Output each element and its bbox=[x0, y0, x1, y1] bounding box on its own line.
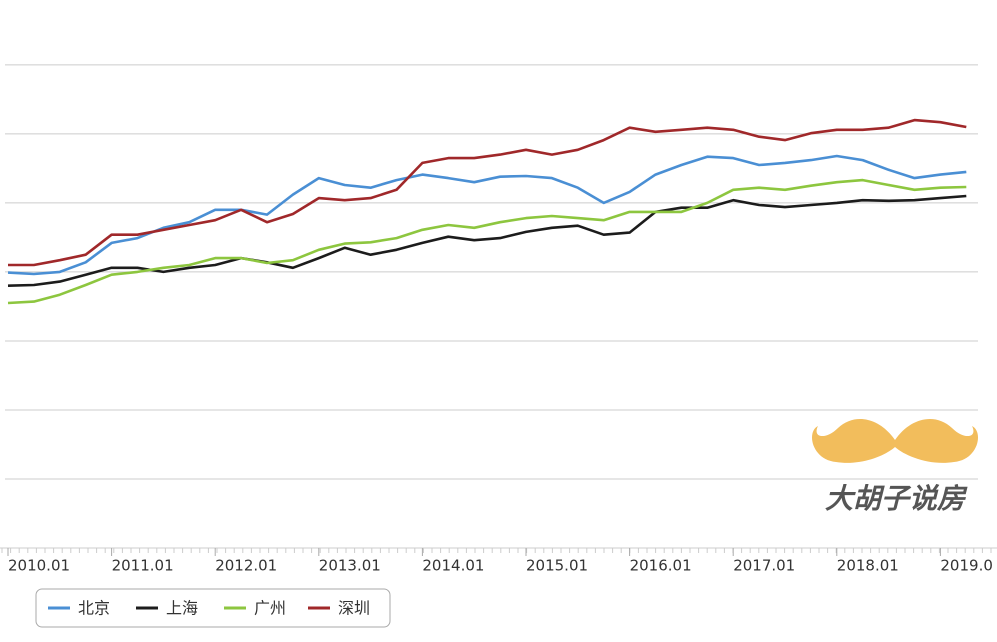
x-tick-label: 2012.01 bbox=[215, 557, 277, 575]
x-tick-label: 2016.01 bbox=[630, 557, 692, 575]
x-tick-label: 2014.01 bbox=[422, 557, 484, 575]
line-series bbox=[8, 118, 967, 267]
legend-label: 广州 bbox=[254, 599, 286, 618]
legend-label: 上海 bbox=[166, 599, 198, 618]
x-tick-label: 2018.01 bbox=[837, 557, 899, 575]
x-tick-label: 2011.01 bbox=[112, 557, 174, 575]
x-tick-label: 2019.0 bbox=[940, 557, 993, 575]
line-series bbox=[7, 154, 967, 276]
x-tick-label: 2013.01 bbox=[319, 557, 381, 575]
mustache-logo bbox=[812, 418, 978, 463]
x-tick-label: 2010.01 bbox=[8, 557, 70, 575]
x-tick-label: 2015.01 bbox=[526, 557, 588, 575]
legend-label: 深圳 bbox=[338, 599, 370, 618]
legend-box bbox=[35, 588, 391, 628]
x-tick-label: 2017.01 bbox=[733, 557, 795, 575]
line-series bbox=[7, 178, 967, 305]
watermark: 大胡子说房 bbox=[825, 482, 968, 515]
line-series bbox=[7, 194, 967, 287]
legend-label: 北京 bbox=[78, 599, 110, 618]
